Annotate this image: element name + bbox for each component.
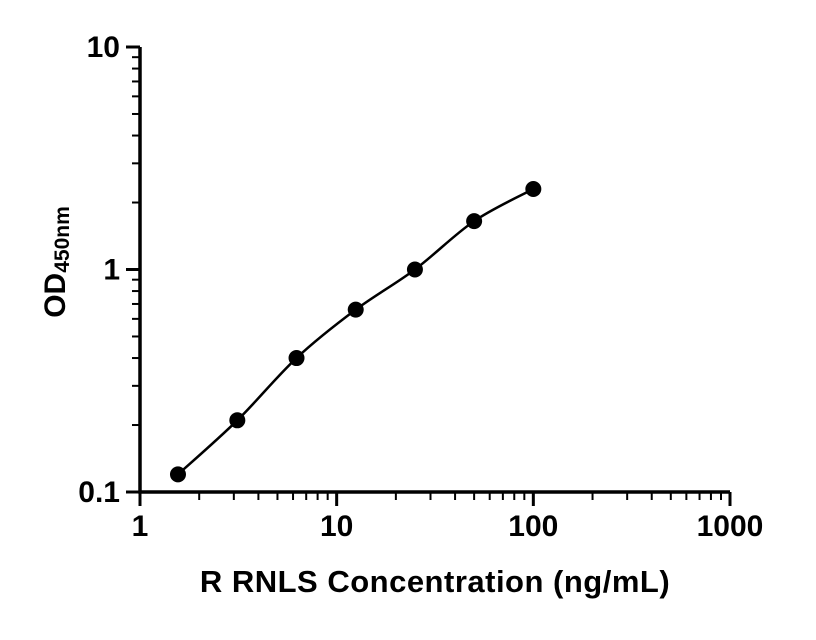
x-tick-label: 1000: [697, 510, 764, 543]
x-tick-label: 100: [508, 510, 558, 543]
y-axis-title-subscript: 450nm: [51, 206, 74, 273]
axes-spine: [138, 47, 730, 494]
y-axis-title: OD 450nm: [33, 142, 79, 382]
curve-line: [177, 187, 534, 476]
data-point: [288, 350, 305, 367]
y-tick-label: 1: [103, 254, 120, 287]
x-tick-label: 1: [132, 510, 149, 543]
x-axis-title: R RNLS Concentration (ng/mL): [199, 564, 671, 599]
data-point: [466, 213, 483, 230]
data-point: [169, 466, 186, 483]
data-point: [406, 261, 423, 278]
data-point: [229, 412, 246, 429]
y-tick-label: 0.1: [78, 476, 120, 509]
y-axis-title-main: OD: [39, 272, 72, 318]
y-tick-label: 10: [87, 31, 120, 64]
data-point: [525, 181, 542, 198]
x-tick-label: 10: [320, 510, 353, 543]
data-point: [347, 301, 364, 318]
